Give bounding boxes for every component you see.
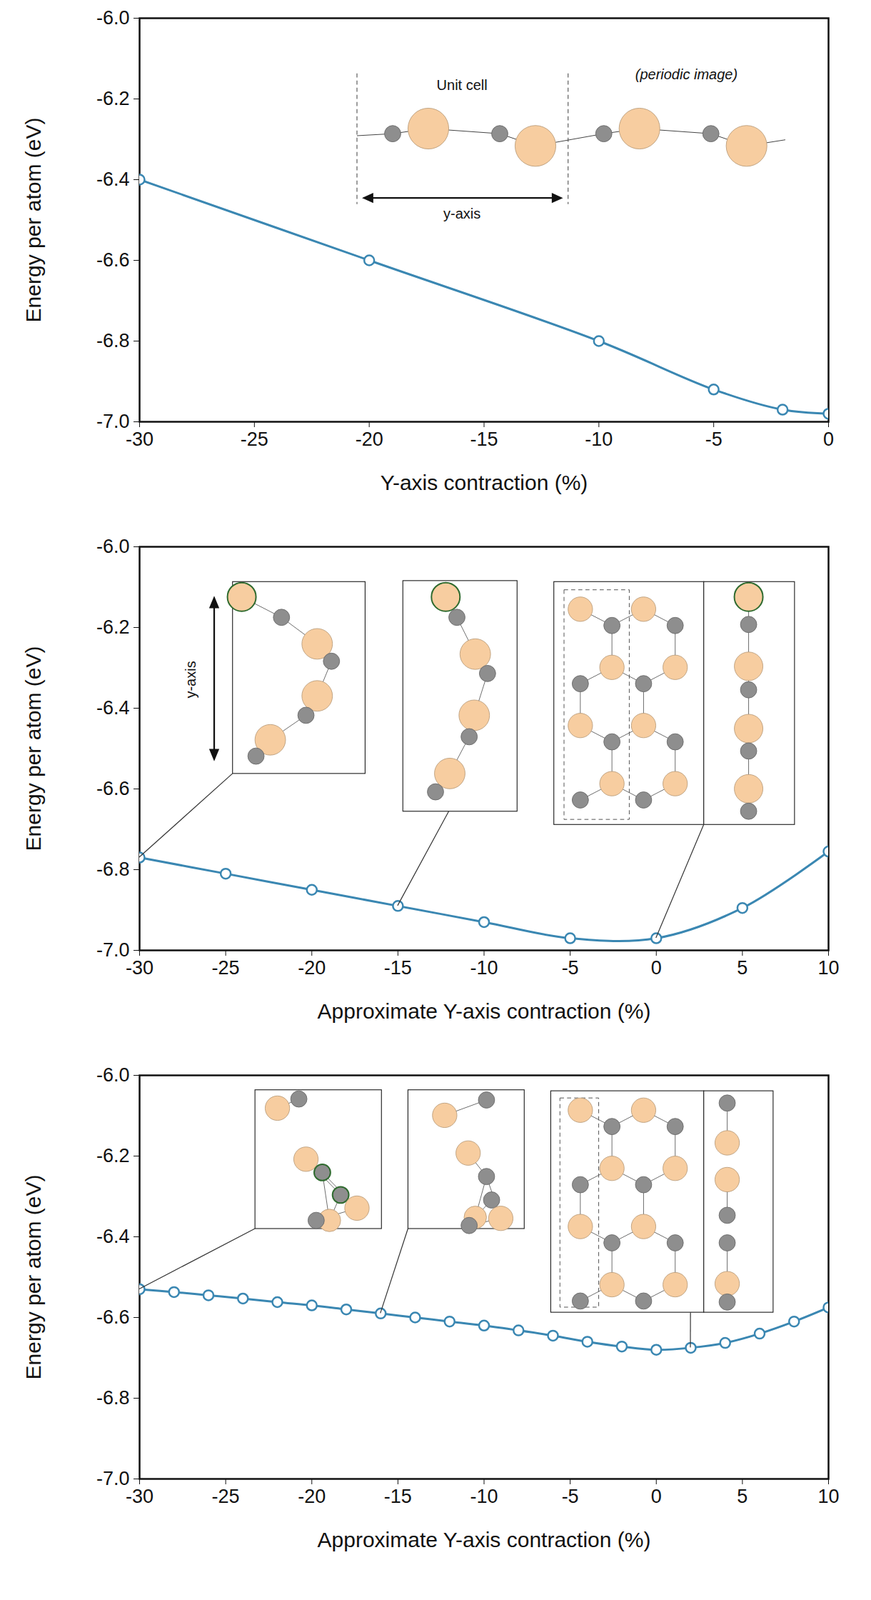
svg-text:Energy per atom (eV): Energy per atom (eV)	[21, 1174, 45, 1380]
svg-text:y-axis: y-axis	[443, 205, 481, 222]
svg-text:-6.6: -6.6	[96, 249, 130, 271]
svg-text:-6.4: -6.4	[96, 168, 130, 190]
svg-text:-7.0: -7.0	[96, 938, 130, 961]
svg-text:-6.0: -6.0	[96, 7, 130, 29]
svg-text:-6.6: -6.6	[96, 1305, 130, 1328]
svg-text:0: 0	[651, 956, 662, 979]
svg-text:-6.0: -6.0	[96, 535, 130, 557]
svg-text:-5: -5	[705, 428, 723, 450]
svg-text:-5: -5	[561, 1484, 580, 1507]
svg-text:Energy per atom (eV): Energy per atom (eV)	[21, 117, 45, 323]
svg-text:Y-axis contraction (%): Y-axis contraction (%)	[380, 470, 589, 495]
svg-text:-5: -5	[561, 956, 580, 979]
svg-text:Unit cell: Unit cell	[436, 77, 488, 93]
svg-text:-20: -20	[297, 956, 326, 979]
svg-text:Approximate Y-axis contraction: Approximate Y-axis contraction (%)	[317, 1527, 652, 1551]
svg-text:-6.6: -6.6	[96, 777, 130, 799]
svg-text:-10: -10	[469, 956, 498, 979]
svg-text:-25: -25	[240, 428, 269, 450]
svg-text:-20: -20	[355, 428, 384, 450]
svg-text:-6.4: -6.4	[96, 1225, 130, 1247]
svg-text:Energy per atom (eV): Energy per atom (eV)	[21, 646, 45, 852]
svg-text:-15: -15	[384, 956, 412, 979]
svg-text:-6.2: -6.2	[96, 1144, 130, 1166]
svg-text:-6.4: -6.4	[96, 696, 130, 719]
svg-text:5: 5	[736, 1484, 748, 1507]
svg-text:10: 10	[817, 956, 839, 979]
svg-text:-6.2: -6.2	[96, 87, 130, 110]
svg-text:-20: -20	[297, 1484, 326, 1507]
svg-text:-15: -15	[469, 428, 498, 450]
svg-text:-7.0: -7.0	[96, 1467, 130, 1489]
svg-text:10: 10	[817, 1484, 839, 1507]
svg-text:-7.0: -7.0	[96, 410, 130, 432]
svg-text:-25: -25	[212, 956, 240, 979]
svg-text:-30: -30	[125, 428, 154, 450]
svg-text:-25: -25	[212, 1484, 240, 1507]
svg-text:-10: -10	[584, 428, 613, 450]
svg-text:0: 0	[823, 428, 834, 450]
svg-text:-6.8: -6.8	[96, 329, 130, 352]
svg-text:-6.2: -6.2	[96, 616, 130, 638]
svg-text:0: 0	[651, 1484, 662, 1507]
svg-text:-10: -10	[469, 1484, 498, 1507]
svg-text:Approximate Y-axis contraction: Approximate Y-axis contraction (%)	[317, 998, 652, 1023]
svg-text:-6.8: -6.8	[96, 1386, 130, 1408]
svg-text:5: 5	[736, 956, 748, 979]
svg-text:-6.8: -6.8	[96, 858, 130, 880]
svg-text:-30: -30	[125, 956, 154, 979]
svg-text:-15: -15	[384, 1484, 412, 1507]
svg-text:y-axis: y-axis	[182, 660, 199, 698]
svg-text:-6.0: -6.0	[96, 1063, 130, 1086]
svg-text:-30: -30	[125, 1484, 154, 1507]
svg-text:(periodic image): (periodic image)	[635, 66, 738, 83]
